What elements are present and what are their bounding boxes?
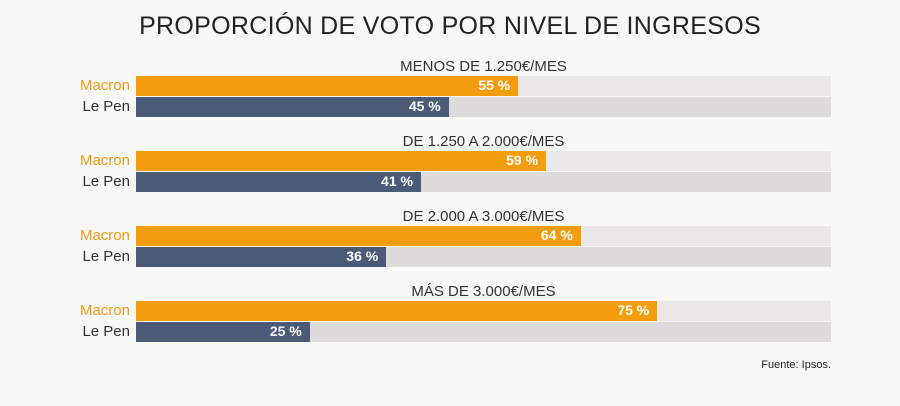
bar-macron xyxy=(136,301,658,321)
bar-macron xyxy=(136,151,547,171)
data-label: 55 % xyxy=(478,77,511,93)
bar-macron xyxy=(136,76,519,96)
bar-track: 75 % xyxy=(136,301,831,321)
category-label: DE 2.000 A 3.000€/MES xyxy=(402,208,565,225)
category-label: MÁS DE 3.000€/MES xyxy=(411,283,556,300)
bar-track: 59 % xyxy=(136,151,831,171)
bar-le-pen xyxy=(136,172,421,192)
series-label: Le Pen xyxy=(82,98,130,115)
category-label: DE 1.250 A 2.000€/MES xyxy=(402,133,565,150)
series-label: Macron xyxy=(79,227,130,244)
source-note: Fuente: Ipsos. xyxy=(761,359,831,371)
bar-le-pen xyxy=(136,322,310,342)
series-label: Le Pen xyxy=(82,248,130,265)
series-label: Macron xyxy=(79,77,130,94)
category-group: DE 2.000 A 3.000€/MES Macron 64 % Le Pen 36 … xyxy=(0,208,900,283)
bar-le-pen xyxy=(136,247,387,267)
category-label: MENOS DE 1.250€/MES xyxy=(400,58,567,75)
data-label: 36 % xyxy=(346,248,379,264)
series-label: Macron xyxy=(79,302,130,319)
bar-track: 64 % xyxy=(136,226,831,246)
bar-macron xyxy=(136,226,581,246)
data-label: 41 % xyxy=(381,173,413,189)
series-label: Le Pen xyxy=(82,173,130,190)
bar-track: 45 % xyxy=(136,97,831,117)
series-label: Le Pen xyxy=(82,323,130,340)
bar-le-pen xyxy=(136,97,449,117)
chart-title: PROPORCIÓN DE VOTO POR NIVEL DE INGRESOS xyxy=(139,12,761,40)
category-group: DE 1.250 A 2.000€/MES Macron 59 % Le Pen 41 … xyxy=(0,133,900,208)
bar-track: 36 % xyxy=(136,247,831,267)
bar-track: 25 % xyxy=(136,322,831,342)
data-label: 59 % xyxy=(506,152,539,168)
bar-track: 41 % xyxy=(136,172,831,192)
series-label: Macron xyxy=(79,152,130,169)
category-group: MÁS DE 3.000€/MES Macron 75 % Le Pen 25 % xyxy=(0,283,900,358)
data-label: 45 % xyxy=(408,98,441,114)
data-label: 75 % xyxy=(617,302,650,318)
data-label: 25 % xyxy=(269,323,302,339)
bar-track: 55 % xyxy=(136,76,831,96)
category-group: MENOS DE 1.250€/MES Macron 55 % Le Pen 45 % xyxy=(0,58,900,133)
data-label: 64 % xyxy=(540,227,573,243)
